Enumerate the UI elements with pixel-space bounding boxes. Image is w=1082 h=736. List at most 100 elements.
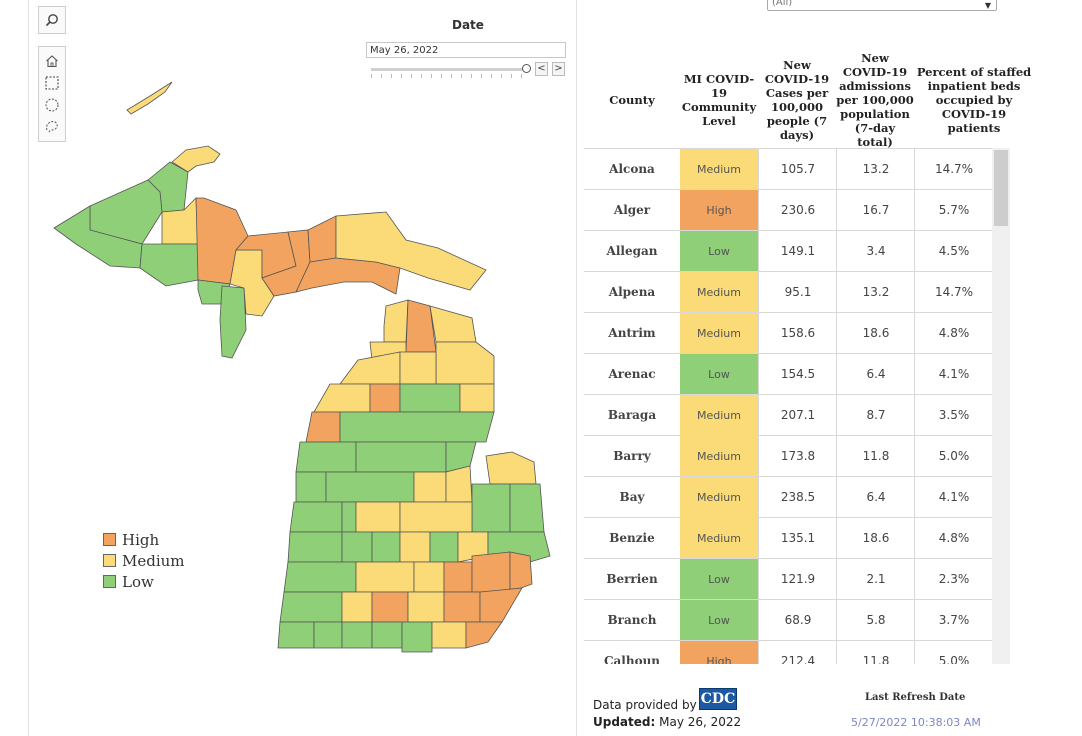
county-luce bbox=[307, 215, 337, 263]
table-row[interactable]: Calhoun High 212.4 11.8 5.0% bbox=[584, 641, 994, 664]
left-divider bbox=[28, 0, 29, 736]
data-source-label: Data provided by bbox=[593, 698, 697, 712]
cases-cell: 173.8 bbox=[758, 436, 837, 476]
header-admissions[interactable]: New COVID-19 admissions per 100,000 popu… bbox=[836, 51, 914, 149]
county-midrow-1 bbox=[339, 411, 495, 443]
rectangle-select-icon bbox=[45, 76, 59, 90]
county-livingston bbox=[443, 561, 473, 593]
admissions-cell: 6.4 bbox=[836, 354, 915, 394]
header-cases[interactable]: New COVID-19 Cases per 100,000 people (7… bbox=[764, 58, 830, 142]
date-prev-button[interactable]: < bbox=[535, 62, 548, 76]
radial-select-button[interactable] bbox=[41, 95, 63, 115]
beds-cell: 2.3% bbox=[914, 559, 994, 599]
admissions-cell: 13.2 bbox=[836, 272, 915, 312]
lasso-select-button[interactable] bbox=[41, 117, 63, 137]
county-crawford bbox=[399, 383, 461, 413]
county-cell: Alcona bbox=[584, 149, 681, 189]
table-row[interactable]: Bay Medium 238.5 6.4 4.1% bbox=[584, 477, 994, 518]
table-row[interactable]: Arenac Low 154.5 6.4 4.1% bbox=[584, 354, 994, 395]
county-allegan bbox=[283, 561, 357, 593]
level-cell: Low bbox=[680, 354, 758, 394]
level-cell: Medium bbox=[680, 272, 758, 312]
cdc-logo[interactable]: CDC bbox=[699, 688, 737, 710]
date-slider-track[interactable] bbox=[371, 68, 527, 71]
lasso-select-icon bbox=[46, 121, 58, 134]
search-icon bbox=[45, 14, 58, 27]
legend-item-high[interactable]: High bbox=[103, 529, 185, 550]
header-beds[interactable]: Percent of staffed inpatient beds occupi… bbox=[916, 65, 1032, 135]
admissions-cell: 2.1 bbox=[836, 559, 915, 599]
updated-line: Updated: May 26, 2022 bbox=[593, 715, 741, 729]
chevron-down-icon: ▼ bbox=[984, 1, 991, 10]
county-filter-value: (All) bbox=[772, 0, 793, 8]
table-row[interactable]: Alpena Medium 95.1 13.2 14.7% bbox=[584, 272, 994, 313]
home-button[interactable] bbox=[41, 51, 63, 71]
table-scrollbar-thumb[interactable] bbox=[994, 150, 1008, 226]
county-presque-isle bbox=[429, 305, 477, 343]
county-ionia bbox=[341, 531, 373, 563]
county-alcona bbox=[459, 383, 495, 413]
admissions-cell: 5.8 bbox=[836, 600, 915, 640]
legend-item-low[interactable]: Low bbox=[103, 571, 185, 592]
beds-cell: 4.1% bbox=[914, 477, 994, 517]
beds-cell: 4.8% bbox=[914, 313, 994, 353]
county-keweenaw bbox=[171, 145, 221, 173]
table-row[interactable]: Alcona Medium 105.7 13.2 14.7% bbox=[584, 149, 994, 190]
level-cell: High bbox=[680, 190, 758, 230]
county-cell: Bay bbox=[584, 477, 681, 517]
level-cell: Low bbox=[680, 600, 758, 640]
county-barry bbox=[355, 561, 415, 593]
table-row[interactable]: Alger High 230.6 16.7 5.7% bbox=[584, 190, 994, 231]
table-row[interactable]: Branch Low 68.9 5.8 3.7% bbox=[584, 600, 994, 641]
county-cell: Alger bbox=[584, 190, 681, 230]
county-branch bbox=[371, 621, 403, 649]
county-genesee bbox=[429, 531, 459, 563]
county-eaton bbox=[413, 561, 445, 593]
legend-label-high: High bbox=[122, 530, 160, 549]
cases-cell: 212.4 bbox=[758, 641, 837, 664]
county-filter-dropdown[interactable]: (All) ▼ bbox=[767, 0, 997, 11]
level-cell: Medium bbox=[680, 395, 758, 435]
table-row[interactable]: Baraga Medium 207.1 8.7 3.5% bbox=[584, 395, 994, 436]
admissions-cell: 11.8 bbox=[836, 641, 915, 664]
level-cell: Medium bbox=[680, 436, 758, 476]
rectangle-select-button[interactable] bbox=[41, 73, 63, 93]
county-cell: Allegan bbox=[584, 231, 681, 271]
legend-swatch-medium bbox=[103, 554, 116, 567]
date-next-button[interactable]: > bbox=[552, 62, 565, 76]
date-slider-handle[interactable] bbox=[522, 64, 531, 73]
county-cass bbox=[313, 621, 343, 649]
date-filter-input[interactable]: May 26, 2022 bbox=[366, 42, 566, 58]
table-row[interactable]: Antrim Medium 158.6 18.6 4.8% bbox=[584, 313, 994, 354]
beds-cell: 5.0% bbox=[914, 641, 994, 664]
date-filter-title: Date bbox=[452, 18, 484, 32]
beds-cell: 4.8% bbox=[914, 518, 994, 558]
table-row[interactable]: Berrien Low 121.9 2.1 2.3% bbox=[584, 559, 994, 600]
county-cell: Benzie bbox=[584, 518, 681, 558]
admissions-cell: 6.4 bbox=[836, 477, 915, 517]
table-row[interactable]: Barry Medium 173.8 11.8 5.0% bbox=[584, 436, 994, 477]
table-scrollbar[interactable] bbox=[992, 148, 1010, 664]
county-clinton bbox=[371, 531, 401, 563]
header-level[interactable]: MI COVID-19 Community Level bbox=[681, 72, 757, 128]
legend-label-medium: Medium bbox=[122, 551, 185, 570]
map-toolbar bbox=[38, 46, 66, 142]
cases-cell: 158.6 bbox=[758, 313, 837, 353]
county-gratiot bbox=[399, 501, 473, 533]
refresh-title: Last Refresh Date bbox=[865, 692, 966, 703]
header-county[interactable]: County bbox=[609, 93, 655, 107]
county-jackson bbox=[407, 591, 445, 623]
legend-item-medium[interactable]: Medium bbox=[103, 550, 185, 571]
county-leelanau bbox=[313, 383, 371, 413]
county-emmet bbox=[383, 299, 409, 343]
county-cell: Arenac bbox=[584, 354, 681, 394]
admissions-cell: 18.6 bbox=[836, 518, 915, 558]
map-search-button[interactable] bbox=[38, 6, 66, 34]
table-row[interactable]: Benzie Medium 135.1 18.6 4.8% bbox=[584, 518, 994, 559]
date-slider-ticks bbox=[371, 74, 527, 78]
table-row[interactable]: Allegan Low 149.1 3.4 4.5% bbox=[584, 231, 994, 272]
michigan-county-map[interactable] bbox=[40, 70, 570, 670]
county-cell: Branch bbox=[584, 600, 681, 640]
county-cell: Baraga bbox=[584, 395, 681, 435]
admissions-cell: 13.2 bbox=[836, 149, 915, 189]
